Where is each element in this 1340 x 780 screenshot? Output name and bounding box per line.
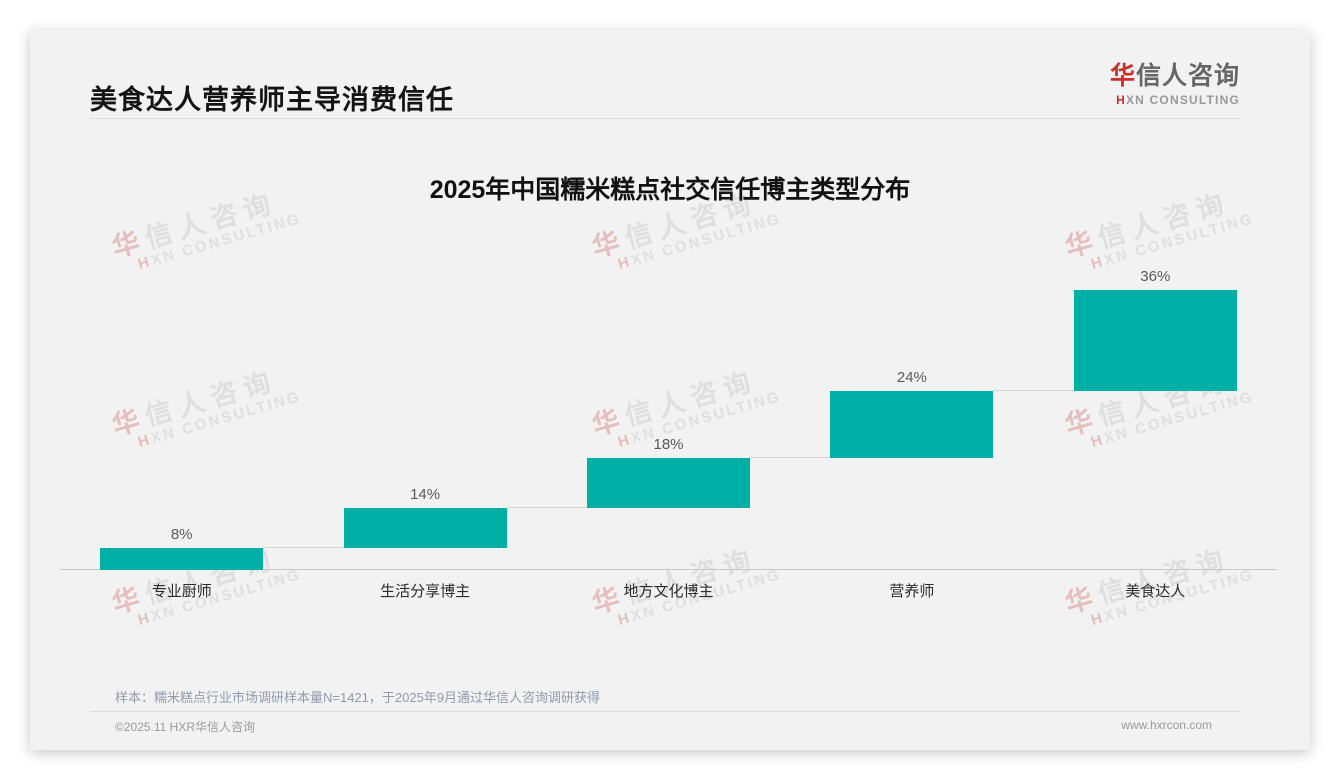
- x-axis-label: 美食达人: [1125, 583, 1186, 600]
- x-axis-label: 营养师: [889, 583, 935, 600]
- bar-value-label: 18%: [653, 436, 684, 453]
- copyright-text: ©2025.11 HXR华信人咨询: [115, 720, 255, 734]
- footer-bar: ©2025.11 HXR华信人咨询 www.hxrcon.com: [115, 718, 1212, 735]
- waterfall-bar: [343, 508, 507, 548]
- footer-divider: [90, 711, 1240, 712]
- brand-logo-english: HXN CONSULTING: [1110, 93, 1240, 107]
- brand-logo: 华信人咨询 HXN CONSULTING: [1110, 56, 1240, 107]
- x-axis-label: 生活分享博主: [380, 583, 471, 600]
- x-axis-line: [60, 569, 1277, 570]
- connector-line: [263, 546, 344, 548]
- connector-line: [506, 507, 587, 509]
- bar-value-label: 36%: [1140, 268, 1171, 285]
- slide-card: 华信人咨询 HXN CONSULTING 华信人咨询 HXN CONSULTING 华信…: [30, 30, 1310, 750]
- waterfall-bar: [1073, 290, 1237, 391]
- bar-value-label: 8%: [170, 525, 193, 543]
- brand-logo-red-char: 华: [1109, 62, 1136, 90]
- page-title: 美食达人营养师主导消费信任: [90, 85, 454, 115]
- bar-value-label: 24%: [896, 368, 927, 386]
- brand-logo-gray-chars: 信人咨询: [1135, 62, 1240, 90]
- connector-line: [993, 389, 1074, 391]
- brand-logo-gray-letters: XN CONSULTING: [1125, 93, 1240, 107]
- brand-logo-chinese: 华信人咨询: [1110, 56, 1240, 92]
- waterfall-bar: [587, 458, 750, 509]
- x-axis-label: 地方文化博主: [623, 583, 714, 600]
- x-axis-labels: 专业厨师 生活分享博主 地方文化博主 营养师 美食达人: [60, 580, 1277, 604]
- waterfall-chart: 8% 14% 18% 24% 36%: [60, 260, 1277, 570]
- connector-line: [750, 457, 831, 458]
- brand-logo-red-letter: H: [1116, 93, 1126, 107]
- header-divider: [90, 118, 1240, 119]
- waterfall-bar: [830, 390, 994, 458]
- x-axis-label: 专业厨师: [151, 583, 212, 600]
- sample-note: 样本：糯米糕点行业市场调研样本量N=1421，于2025年9月通过华信人咨询调研…: [115, 690, 601, 705]
- bar-value-label: 14%: [410, 486, 441, 504]
- website-url: www.hxrcon.com: [1121, 718, 1212, 732]
- waterfall-bar: [100, 547, 264, 570]
- chart-title: 2025年中国糯米糕点社交信任博主类型分布: [429, 176, 911, 204]
